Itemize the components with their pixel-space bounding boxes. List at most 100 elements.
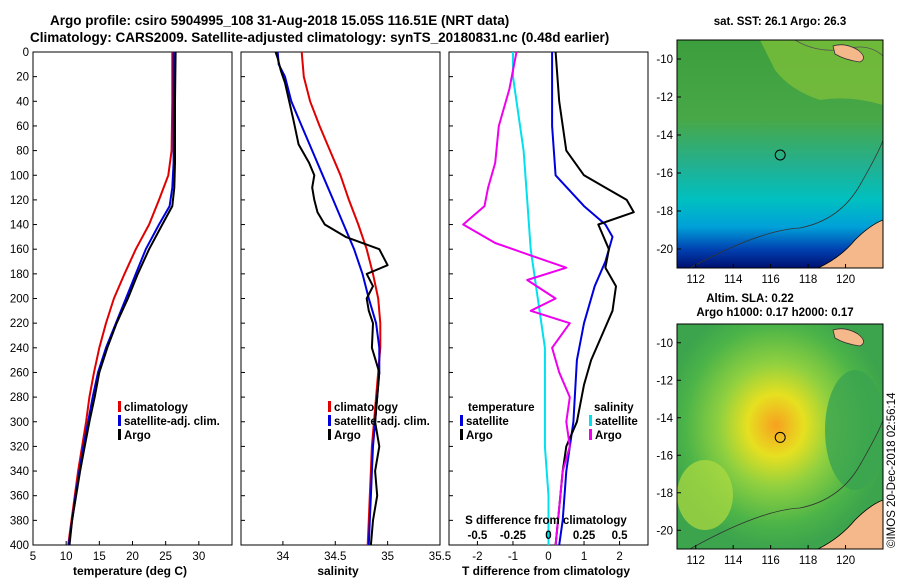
sla-low-patch [825,370,883,490]
s-difference-tick-label: -0.25 [500,530,527,542]
map-y-tick-label: -14 [656,413,673,425]
x-tick-label: -1 [508,551,518,563]
temperature-series [67,51,177,546]
sst-map: sat. SST: 26.1 Argo: 26.3 112 114 116 118 12… [656,16,884,286]
depth-tick-label: 300 [10,417,29,429]
salinity-axes-frame [240,51,441,546]
series-line-climatology [300,51,382,546]
argo-location-marker [774,431,786,443]
argo-location-marker [774,149,786,161]
map-y-tick-label: -20 [656,244,673,256]
legend-swatch-s-argo [589,429,592,440]
legend-swatch-t-argo [460,429,463,440]
sla-land-north [832,328,864,347]
salinity-legend: climatology satellite-adj. clim. Argo [328,401,430,442]
depth-tick-label: 180 [10,269,29,281]
depth-tick-label: 240 [10,343,29,355]
x-tick-label: 1 [581,551,587,563]
x-tick-label: 35.5 [429,551,451,563]
map-x-tick-label: 114 [724,274,743,286]
series-line-argo [274,51,389,546]
depth-tick-label: 320 [10,441,29,453]
sla-land-australia [817,499,883,549]
map-x-tick-label: 116 [761,555,779,567]
map-x-tick-label: 118 [799,274,817,286]
map-y-tick-label: -16 [656,168,673,180]
depth-tick-label: 340 [10,466,29,478]
legend-swatch-s-satellite [589,415,592,426]
map-y-tick-label: -10 [656,54,673,66]
map-x-tick-label: 112 [687,274,705,286]
x-tick-label: 34.5 [324,551,346,563]
map-y-tick-label: -16 [656,450,673,462]
depth-tick-label: 380 [10,515,29,527]
series-line-s-argo [462,51,571,546]
x-tick-label: 34 [276,551,289,563]
depth-tick-label: 400 [10,540,29,552]
depth-tick-label: 0 [23,47,29,59]
salinity-xlabel: salinity [317,564,359,578]
map-y-tick-label: -14 [656,130,673,142]
legend-swatch-argo [118,429,121,440]
temperature-xlabel: temperature (deg C) [73,564,187,578]
legend-label-satellite: satellite-adj. clim. [334,416,430,428]
salinity-panel: 34 34.5 35 35.5 climatology satellite-adj. … [240,51,451,578]
x-tick-label: 15 [93,551,106,563]
depth-tick-label: 140 [10,220,29,232]
x-tick-label: 2 [616,551,622,563]
temperature-panel: 0 20 40 60 80 100 120 140 160 180 200 220 240 260 280 3… [10,47,453,578]
map-y-tick-label: -18 [656,488,673,500]
difference-legend-right: salinity satellite Argo [589,402,638,442]
difference-xlabel: T difference from climatology [462,564,630,578]
depth-tick-label: 260 [10,367,29,379]
s-difference-tick-label: 0.25 [573,530,596,542]
map-x-tick-label: 116 [761,274,779,286]
s-difference-ticks: -0.5 -0.25 0 0.25 0.5 [468,530,629,542]
x-tick-label: 20 [126,551,139,563]
x-tick-label: 25 [159,551,172,563]
legend-label-climatology: climatology [334,402,399,414]
map-y-tick-label: -20 [656,525,673,537]
depth-tick-label: 100 [10,170,29,182]
difference-legend-left: temperature satellite Argo [460,402,534,442]
imos-watermark: ©IMOS 20-Dec-2018 02:56:14 [886,392,898,548]
depth-tick-label: 20 [16,72,29,84]
legend-swatch-climatology [328,401,331,412]
map-x-tick-label: 114 [724,555,743,567]
legend-swatch-t-satellite [460,415,463,426]
map-x-tick-label: 118 [799,555,817,567]
depth-tick-label: 80 [16,146,29,158]
depth-tick-label: 360 [10,491,29,503]
sla-shelf-contour [689,419,883,549]
sst-shelf-contour [689,139,883,268]
legend-title-temperature: temperature [468,402,534,414]
map-y-tick-label: -10 [656,338,673,350]
x-tick-label: 30 [192,551,205,563]
legend-swatch-satellite [118,415,121,426]
depth-tick-label: 280 [10,392,29,404]
x-tick-label: 5 [30,551,36,563]
sla-map-subtitle: Argo h1000: 0.17 h2000: 0.17 [696,307,853,319]
depth-tick-label: 120 [10,195,29,207]
legend-label-argo: Argo [334,430,361,442]
s-difference-axis-label: S difference from climatology [465,515,627,527]
legend-label-climatology: climatology [124,402,189,414]
map-x-tick-label: 120 [836,555,855,567]
x-tick-label: 10 [60,551,73,563]
s-difference-tick-label: 0.5 [612,530,629,542]
s-difference-tick-label: -0.5 [468,530,488,542]
series-line-t-satellite [551,52,614,546]
sla-high-patch [677,460,733,530]
series-line-t-argo [554,51,635,546]
sst-map-ticks: 112 114 116 118 120 -10 -12 -14 -16 -18 -20 [656,54,855,286]
legend-title-salinity: salinity [594,402,634,414]
series-line-satellite-adj-clim- [67,52,175,546]
depth-ticks: 0 20 40 60 80 100 120 140 160 180 200 220 240 260 280 3… [10,47,453,552]
s-difference-tick-label: 0 [545,530,551,542]
x-tick-label: -2 [472,551,482,563]
map-y-tick-label: -12 [656,92,673,104]
x-tick-label: 35 [381,551,394,563]
series-line-s-satellite [512,52,550,545]
legend-swatch-satellite [328,415,331,426]
